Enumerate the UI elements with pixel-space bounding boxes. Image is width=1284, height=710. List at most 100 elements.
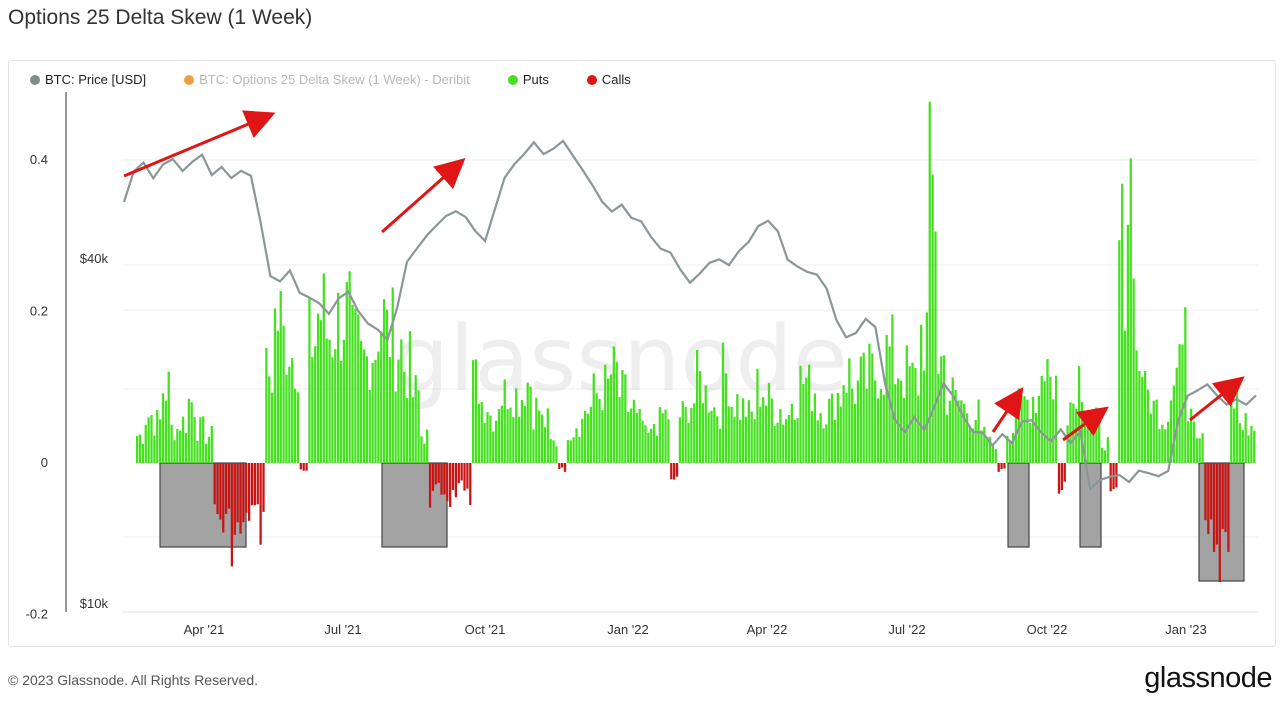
put-bar — [1098, 410, 1101, 463]
put-bar — [598, 398, 601, 463]
put-bar — [497, 409, 501, 463]
call-bar — [563, 463, 567, 472]
put-bar — [644, 425, 647, 463]
put-bar — [859, 356, 862, 463]
put-bar — [196, 440, 199, 463]
call-bar — [253, 463, 257, 506]
put-bar — [555, 446, 558, 463]
put-bar — [911, 362, 914, 463]
put-bar — [489, 415, 492, 463]
put-bar — [1092, 416, 1095, 463]
call-bar — [1204, 463, 1207, 521]
put-bar — [681, 401, 684, 463]
legend-item-skew[interactable]: BTC: Options 25 Delta Skew (1 Week) - De… — [184, 72, 470, 87]
put-bar — [782, 424, 785, 463]
put-bar — [368, 390, 371, 463]
x-tick-label: Jan '22 — [607, 622, 649, 637]
put-bar — [411, 397, 414, 463]
put-bar — [684, 407, 687, 463]
copyright-footer: © 2023 Glassnode. All Rights Reserved. — [8, 672, 259, 688]
put-bar — [632, 399, 636, 463]
put-bar — [385, 309, 389, 463]
put-bar — [988, 436, 992, 463]
call-bar — [449, 463, 452, 507]
call-bar — [1063, 463, 1066, 482]
put-bar — [1175, 367, 1178, 463]
put-bar — [928, 101, 931, 464]
put-bar — [480, 401, 483, 463]
call-bar — [1000, 463, 1003, 469]
put-bar — [963, 403, 966, 463]
put-bar — [529, 386, 532, 463]
annotation-arrow — [1062, 406, 1109, 442]
put-bar — [1241, 430, 1244, 463]
put-bar — [1129, 158, 1132, 463]
put-bar — [1250, 425, 1253, 463]
put-bar — [397, 359, 400, 463]
put-bar — [279, 291, 282, 463]
put-bar — [871, 353, 874, 463]
put-bar — [270, 392, 274, 463]
put-bar — [635, 412, 638, 463]
put-bar — [405, 398, 409, 463]
put-bar — [885, 334, 888, 463]
put-bar — [1135, 350, 1138, 463]
put-bar — [937, 373, 940, 463]
call-bar — [305, 463, 308, 471]
put-bar — [374, 359, 377, 463]
legend-item-calls[interactable]: Calls — [586, 72, 631, 87]
put-bar — [1054, 375, 1058, 463]
put-bar — [517, 416, 521, 463]
put-bar — [354, 308, 357, 463]
put-bar — [377, 351, 380, 463]
put-bar — [942, 355, 946, 463]
put-bar — [808, 364, 811, 463]
put-bar — [1149, 413, 1153, 463]
x-tick-label: Apr '21 — [184, 622, 225, 637]
legend-label-puts: Puts — [522, 72, 549, 87]
put-bar — [741, 398, 745, 463]
put-bar — [161, 393, 165, 463]
put-bar — [856, 380, 860, 463]
put-bar — [819, 413, 822, 463]
put-bar — [724, 373, 727, 463]
call-highlight-box — [1079, 462, 1102, 548]
put-bar — [1244, 413, 1247, 463]
put-bar — [986, 436, 989, 463]
call-bar — [242, 463, 245, 523]
put-bar — [879, 389, 883, 463]
put-bar — [627, 412, 630, 463]
put-bar — [897, 378, 900, 463]
put-bar — [362, 349, 366, 463]
put-bar — [388, 356, 391, 463]
put-bar — [1184, 307, 1187, 463]
put-bar — [701, 403, 705, 463]
x-tick-label: Jan '23 — [1165, 622, 1207, 637]
put-bar — [773, 426, 776, 463]
put-bar — [207, 436, 211, 463]
y-tick-label: 0.2 — [30, 304, 48, 319]
put-bar — [1011, 432, 1015, 463]
put-bar — [767, 382, 771, 463]
put-bar — [380, 331, 383, 463]
call-bar — [233, 463, 236, 535]
put-bar — [730, 406, 733, 463]
put-bar — [718, 428, 722, 463]
legend-label-price: BTC: Price [USD] — [45, 72, 147, 87]
put-bar — [1083, 425, 1086, 463]
put-bar — [813, 393, 817, 463]
call-highlight-box — [1007, 462, 1030, 548]
put-bar — [1009, 440, 1012, 463]
put-bar — [408, 331, 412, 463]
legend-item-puts[interactable]: Puts — [507, 72, 549, 87]
put-bar — [1164, 429, 1167, 463]
put-bar — [526, 382, 529, 463]
call-bar — [230, 463, 234, 567]
put-bar — [868, 343, 871, 463]
legend-item-price[interactable]: BTC: Price [USD] — [30, 72, 146, 87]
put-bar — [210, 426, 213, 463]
call-bar — [1003, 463, 1006, 469]
put-bar — [1158, 429, 1161, 463]
put-bar — [836, 392, 839, 463]
put-bar — [606, 378, 610, 463]
